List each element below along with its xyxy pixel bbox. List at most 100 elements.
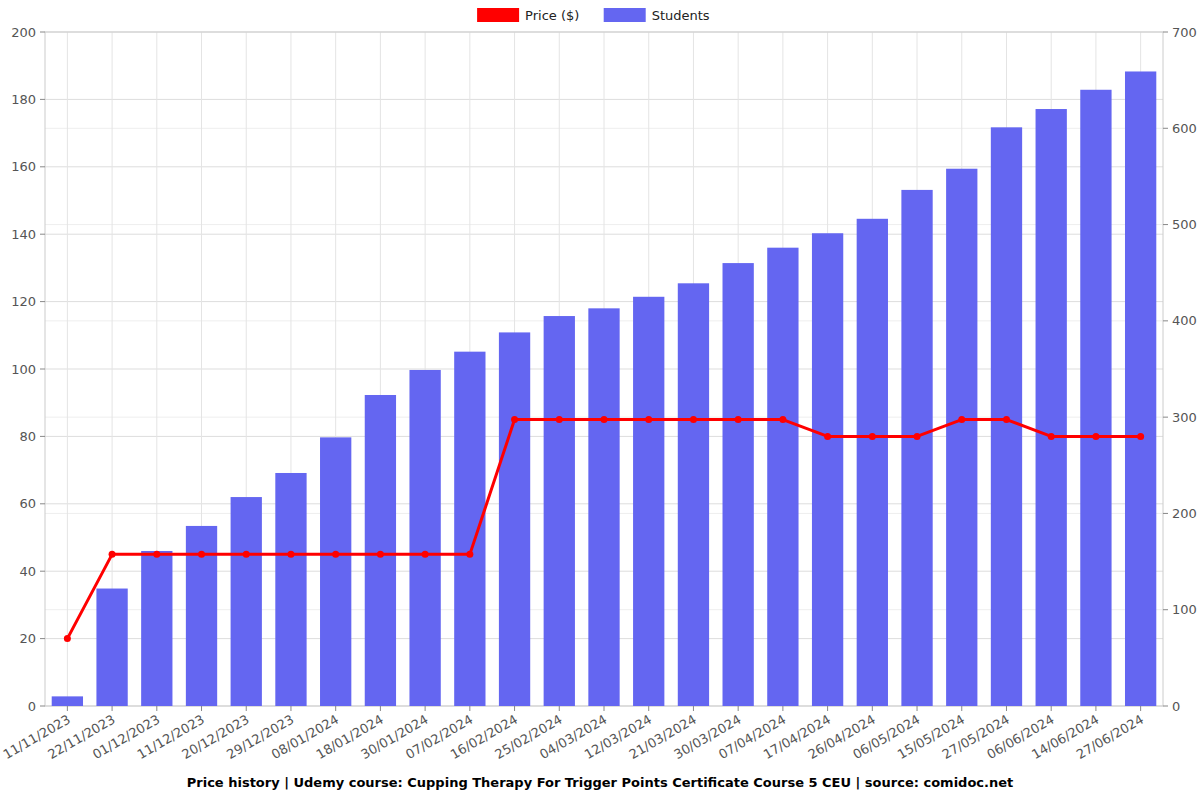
bar — [365, 395, 396, 706]
marker — [958, 416, 965, 423]
tick — [1163, 128, 1168, 129]
bar — [678, 283, 709, 706]
tick — [40, 436, 45, 437]
tick-label: 80 — [19, 429, 36, 444]
legend-label: Price ($) — [525, 8, 579, 23]
marker — [287, 551, 294, 558]
tick — [1163, 417, 1168, 418]
marker — [64, 635, 71, 642]
tick — [201, 706, 202, 711]
bar — [946, 169, 977, 706]
tick — [559, 706, 560, 711]
tick — [425, 706, 426, 711]
legend-swatch — [604, 8, 646, 22]
bar — [231, 497, 262, 706]
marker — [1137, 433, 1144, 440]
tick — [917, 706, 918, 711]
marker — [690, 416, 697, 423]
tick-label: 180 — [11, 92, 36, 107]
bar — [857, 219, 888, 706]
tick — [604, 706, 605, 711]
tick — [40, 166, 45, 167]
tick-label: 140 — [11, 227, 36, 242]
tick — [738, 706, 739, 711]
tick — [40, 571, 45, 572]
marker — [556, 416, 563, 423]
tick — [1051, 706, 1052, 711]
tick-label: 0 — [28, 699, 36, 714]
tick — [40, 706, 45, 707]
marker — [332, 551, 339, 558]
legend-swatch — [477, 8, 519, 22]
tick — [1163, 320, 1168, 321]
tick — [469, 706, 470, 711]
tick-label: 400 — [1172, 313, 1197, 328]
tick — [40, 32, 45, 33]
tick — [1163, 32, 1168, 33]
axes: 0204060801001201401601802000100200300400… — [0, 25, 1196, 763]
marker — [869, 433, 876, 440]
tick-label: 27/06/2024 — [1074, 712, 1146, 762]
bar — [454, 352, 485, 706]
bar — [1125, 71, 1156, 706]
line — [67, 420, 1140, 639]
marks — [52, 71, 1157, 706]
marker — [153, 551, 160, 558]
tick-label: 300 — [1172, 410, 1197, 425]
tick-label: 600 — [1172, 121, 1197, 136]
tick-label: 500 — [1172, 217, 1197, 232]
bar — [588, 308, 619, 706]
tick-label: 20 — [19, 631, 36, 646]
tick — [1006, 706, 1007, 711]
bar — [544, 316, 575, 706]
tick — [1140, 706, 1141, 711]
tick-label: 120 — [11, 294, 36, 309]
tick — [827, 706, 828, 711]
legend-label: Students — [652, 8, 710, 23]
bar — [52, 696, 83, 706]
plot-frame — [45, 32, 1163, 706]
tick — [40, 99, 45, 100]
bar — [141, 551, 172, 706]
tick — [782, 706, 783, 711]
tick — [693, 706, 694, 711]
tick — [246, 706, 247, 711]
bar — [767, 248, 798, 706]
tick — [380, 706, 381, 711]
tick — [514, 706, 515, 711]
bar — [1036, 109, 1067, 706]
marker — [779, 416, 786, 423]
title: Price history | Udemy course: Cupping Th… — [187, 775, 1014, 790]
tick-label: 100 — [1172, 602, 1197, 617]
bar — [1080, 90, 1111, 706]
marker — [601, 416, 608, 423]
bar — [812, 233, 843, 706]
bar — [723, 263, 754, 706]
marker — [511, 416, 518, 423]
marker — [243, 551, 250, 558]
tick — [40, 234, 45, 235]
marker — [914, 433, 921, 440]
tick — [40, 369, 45, 370]
tick — [40, 638, 45, 639]
tick — [1163, 513, 1168, 514]
tick — [67, 706, 68, 711]
tick-label: 0 — [1172, 699, 1180, 714]
legend: Price ($) Students — [477, 8, 710, 23]
chart: 0204060801001201401601802000100200300400… — [0, 0, 1200, 800]
bar — [275, 473, 306, 706]
bar — [409, 370, 440, 706]
tick — [1163, 224, 1168, 225]
tick-label: 160 — [11, 159, 36, 174]
tick — [290, 706, 291, 711]
marker — [1003, 416, 1010, 423]
tick — [112, 706, 113, 711]
bar — [901, 190, 932, 706]
bar — [320, 437, 351, 706]
marker — [422, 551, 429, 558]
tick — [1163, 609, 1168, 610]
bar — [499, 332, 530, 706]
marker — [1092, 433, 1099, 440]
tick-label: 700 — [1172, 25, 1197, 40]
marker — [645, 416, 652, 423]
